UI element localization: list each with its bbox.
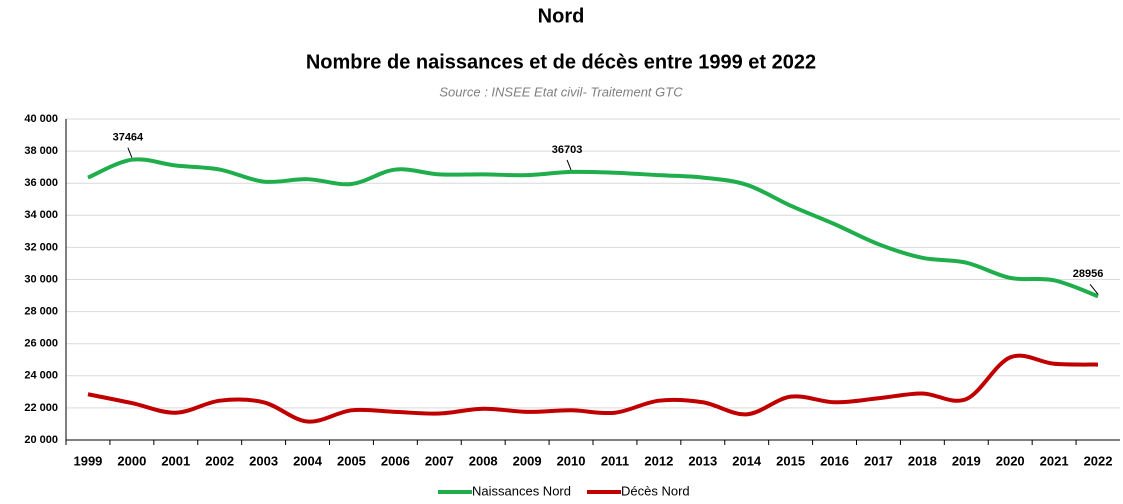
legend-label: Décès Nord: [621, 483, 690, 498]
x-tick-label: 2011: [601, 453, 629, 468]
y-tick-label: 22 000: [24, 402, 58, 414]
x-tick-label: 2007: [425, 453, 454, 468]
x-tick-label: 2014: [732, 453, 762, 468]
source: Source : INSEE Etat civil- Traitement GT…: [439, 84, 683, 99]
line-series: [87, 353, 1099, 424]
label-leader: [127, 147, 133, 158]
x-tick-label: 2012: [644, 453, 673, 468]
x-tick-label: 1999: [73, 453, 102, 468]
y-tick-label: 24 000: [24, 370, 58, 382]
y-tick-label: 36 000: [24, 177, 58, 189]
data-label: 28956: [1073, 268, 1104, 280]
x-tick-label: 2005: [337, 453, 366, 468]
x-tick-label: 2019: [952, 453, 981, 468]
y-tick-label: 34 000: [24, 209, 58, 221]
x-tick-label: 2002: [205, 453, 234, 468]
x-tick-label: 2022: [1084, 453, 1113, 468]
y-tick-label: 20 000: [24, 434, 58, 446]
x-tick-label: 2004: [293, 453, 323, 468]
x-tick-label: 2015: [776, 453, 805, 468]
x-tick-label: 2006: [381, 453, 410, 468]
y-tick-label: 28 000: [24, 306, 58, 318]
data-label: 37464: [113, 132, 144, 144]
x-tick-label: 2020: [996, 453, 1025, 468]
y-tick-label: 32 000: [24, 241, 58, 253]
label-leader: [1089, 283, 1099, 295]
chart-title: Nord: [538, 5, 585, 27]
y-tick-label: 30 000: [24, 273, 58, 285]
x-tick-label: 2000: [117, 453, 146, 468]
line-series: [87, 157, 1099, 299]
x-tick-label: 2017: [864, 453, 893, 468]
label-leader: [566, 159, 572, 171]
x-tick-label: 2018: [908, 453, 937, 468]
y-tick-label: 40 000: [24, 113, 58, 125]
x-tick-label: 2016: [820, 453, 849, 468]
data-label: 36703: [552, 144, 583, 156]
x-tick-label: 2021: [1040, 453, 1069, 468]
y-tick-label: 38 000: [24, 145, 58, 157]
chart-subtitle: Nombre de naissances et de décès entre 1…: [306, 51, 816, 73]
x-tick-label: 2003: [249, 453, 278, 468]
x-tick-label: 2009: [513, 453, 542, 468]
x-tick-label: 2013: [688, 453, 717, 468]
y-tick-label: 26 000: [24, 338, 58, 350]
x-tick-label: 2001: [161, 453, 190, 468]
x-tick-label: 2010: [557, 453, 586, 468]
x-tick-label: 2008: [469, 453, 498, 468]
legend-label: Naissances Nord: [472, 483, 571, 498]
